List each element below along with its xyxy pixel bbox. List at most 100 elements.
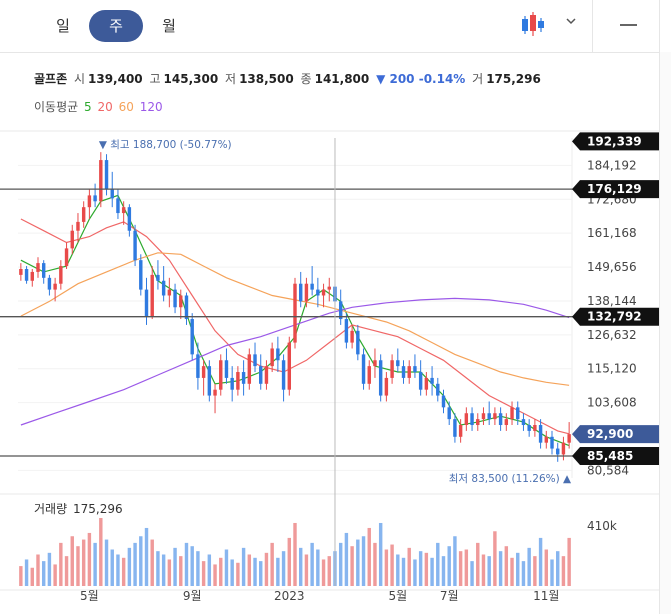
candle-body [173,289,177,308]
candle-body [487,413,491,420]
volume-bar [321,559,326,586]
candle-body [510,407,514,420]
volume-label: 거 [472,72,484,86]
candle-body [396,360,400,367]
high-label: 고 [149,72,161,86]
volume-bar [53,564,57,586]
volume-bar [310,542,314,586]
candle-body [207,366,212,396]
volume-bar [36,554,40,586]
candle-body [441,395,446,408]
volume-panel-value: 175,296 [73,502,123,516]
minimize-button[interactable] [603,0,653,52]
candle-body [436,383,440,396]
volume-bar [556,551,560,586]
ma-20-label[interactable]: 20 [97,100,113,114]
candle-body [327,286,331,290]
candle-body [361,354,366,384]
volume-bar [19,566,23,586]
volume-bar [356,539,360,586]
candle-body [476,419,480,426]
price-tag-label: 176,129 [587,182,642,196]
period-toolbar: 일 주 월 [0,0,671,53]
candle-body [447,407,451,420]
annotations: ▼ 최고 188,700 (-50.77%) 최저 83,500 (11.26%)… [99,139,572,485]
candle-body [167,289,172,296]
candle-body [201,366,206,378]
candle-body [373,360,377,367]
candle-body [139,260,143,290]
candle-body [19,268,23,275]
candle-body [453,419,457,437]
volume-bar [161,554,166,586]
candle-body [276,348,280,361]
volume-bar [116,554,120,586]
volume-bar [59,542,63,586]
volume-bar [521,561,526,586]
volume-bar [458,551,463,586]
price-chart[interactable]: 184,192172,680161,168149,656138,144126,6… [0,130,659,614]
candle-body [41,263,46,278]
x-axis: 5월 9월 2023 5월 7월 11월 [80,589,559,603]
volume-bar [464,549,469,586]
volume-bar [361,536,366,586]
volume-bar [167,559,172,586]
x-tick-label: 11월 [533,589,559,603]
candle-body [550,436,554,449]
volume-bar [70,536,74,586]
low-label: 저 [225,72,237,86]
volume-bar [241,547,246,586]
candle-body [99,160,103,202]
candle-body [156,274,160,281]
volume-bar [373,542,377,586]
candle-body [527,425,531,431]
volume-bar [516,552,520,586]
open-label: 시 [73,72,85,86]
volume-bar [41,561,46,586]
ma-5-label[interactable]: 5 [84,100,92,114]
volume-bar [510,557,514,586]
candle-body [498,413,503,426]
x-tick-label: 5월 [80,589,99,603]
candle-body [213,389,217,396]
tab-weekly[interactable]: 주 [89,10,143,42]
candle-body [293,283,297,343]
tab-monthly[interactable]: 월 [162,17,176,35]
ma-60-label[interactable]: 60 [118,100,134,114]
close-value: 141,800 [314,72,370,86]
volume-bar [93,542,97,586]
volume-bar [447,546,451,586]
volume-bar [76,546,80,586]
high-annotation: ▼ 최고 188,700 (-50.77%) [99,139,232,151]
volume-bar [150,539,154,586]
chart-type-button[interactable] [512,0,586,52]
tab-daily[interactable]: 일 [56,17,70,35]
chevron-down-icon [566,18,576,25]
candle-body [521,419,526,426]
candle-body [64,248,69,267]
ma-label: 이동평균 [34,100,79,114]
volume-bar [441,556,446,586]
candle-body [161,280,166,296]
volume-bar [453,536,457,586]
volume-bar [401,557,406,586]
volume-bar [236,562,240,586]
candle-body [236,372,240,390]
volume-bar [224,549,229,586]
stock-name: 골프존 [34,72,68,86]
right-panel-edge [659,52,671,614]
volume-bar [173,547,177,586]
price-tag-label: 132,792 [587,310,642,324]
volume-bar [493,531,497,586]
candle-body [298,283,303,302]
volume-bar [527,547,531,586]
candle-body [47,277,52,290]
volume-bar [87,532,92,586]
candle-body [253,354,257,367]
ma-120-label[interactable]: 120 [139,100,163,114]
candle-body [561,442,566,455]
candle-body [150,274,154,317]
volume-bar [104,539,109,586]
candle-body [264,366,269,384]
volume-bar [538,537,543,586]
